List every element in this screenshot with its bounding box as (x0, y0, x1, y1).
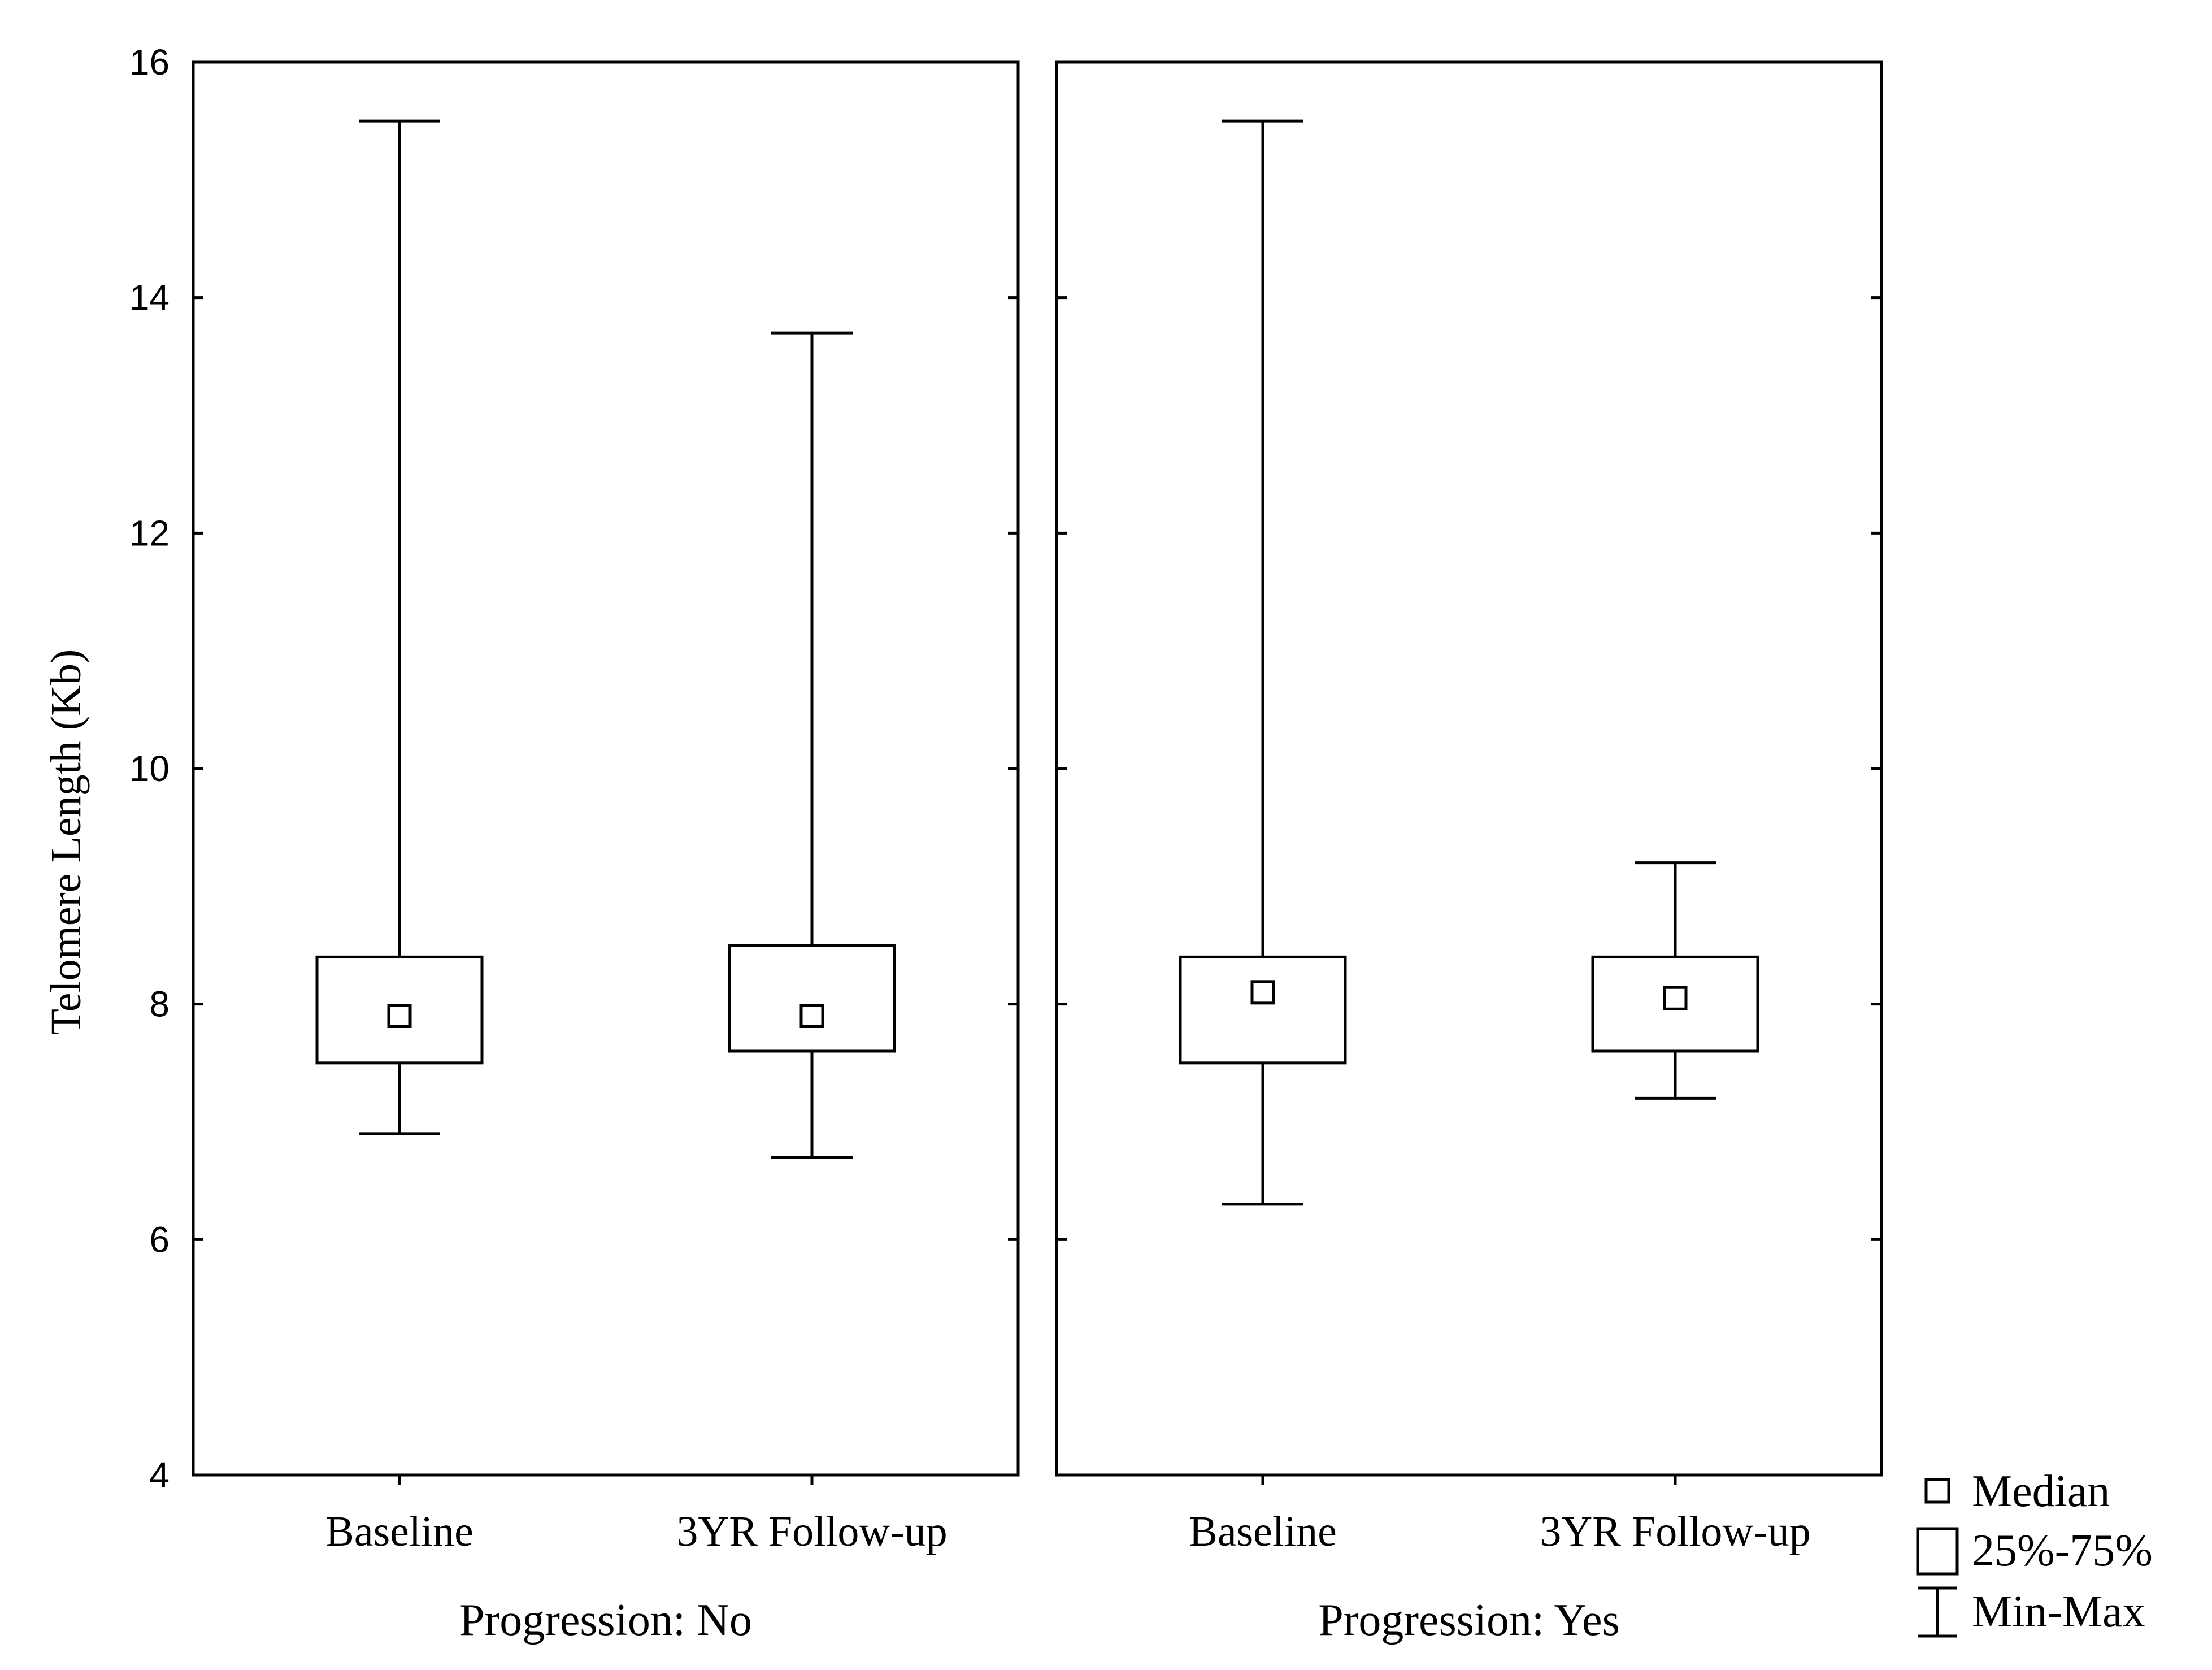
iqr-box (1179, 955, 1347, 1065)
panel: Baseline 3YR Follow-up Progression: Yes (1055, 60, 1883, 1645)
y-tick-label: 6 (149, 1219, 170, 1260)
y-tick-label: 12 (129, 513, 170, 553)
box-plot-item: 3YR Follow-up (676, 331, 948, 1555)
median-marker (1250, 980, 1275, 1005)
iqr-box (728, 944, 896, 1053)
legend-label-whisker: Min-Max (1972, 1587, 2145, 1637)
y-tick-label: 4 (149, 1455, 170, 1495)
x-category-label: Baseline (325, 1508, 473, 1555)
y-axis-label: Telomere Length (Kb) (42, 649, 90, 1035)
group-label: Progression: No (459, 1595, 752, 1645)
legend: Median 25%-75% Min-Max (1916, 1467, 2153, 1638)
legend-box-symbol (1916, 1527, 1959, 1576)
box-plot-item: Baseline (315, 119, 484, 1555)
group-label: Progression: Yes (1318, 1595, 1619, 1645)
panel-frame (1055, 60, 1883, 1477)
legend-median-symbol (1924, 1478, 1950, 1504)
y-tick-label: 8 (149, 984, 170, 1025)
iqr-box (315, 955, 484, 1065)
panel: Baseline 3YR Follow-up Progression: No (192, 60, 1020, 1645)
y-axis: 4 6 8 10 12 14 16 (129, 42, 170, 1495)
box-plot-item: 3YR Follow-up (1540, 861, 1811, 1555)
panel-frame (192, 60, 1020, 1477)
median-marker (387, 1004, 412, 1028)
iqr-box (1591, 955, 1759, 1053)
median-marker (1663, 986, 1688, 1010)
box-plot-item: Baseline (1179, 119, 1347, 1555)
y-tick-label: 10 (129, 748, 170, 789)
x-category-label: 3YR Follow-up (1540, 1508, 1810, 1555)
legend-label-box: 25%-75% (1972, 1526, 2153, 1576)
x-category-label: Baseline (1189, 1508, 1337, 1555)
y-tick-label: 16 (129, 42, 170, 83)
x-category-label: 3YR Follow-up (676, 1508, 947, 1555)
legend-label-median: Median (1972, 1467, 2110, 1516)
median-marker (799, 1004, 824, 1028)
y-tick-label: 14 (129, 277, 170, 318)
